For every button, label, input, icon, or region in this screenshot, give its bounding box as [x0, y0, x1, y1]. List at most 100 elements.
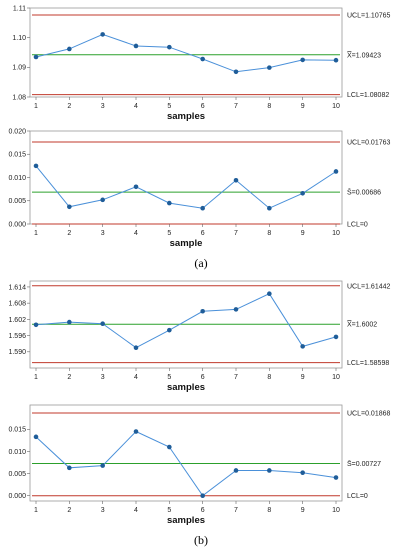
series-line: [35, 165, 337, 209]
y-tick-label: 1.614: [8, 284, 26, 291]
x-axis-label: sample: [170, 238, 203, 249]
data-point: [67, 465, 72, 471]
lcl-label: LCL=0: [347, 493, 368, 500]
x-tick-label: 6: [201, 507, 205, 514]
series-line: [35, 430, 337, 497]
lcl-label: LCL=1.58598: [347, 360, 389, 367]
x-tick-label: 7: [234, 507, 238, 514]
panel-label-b: (b): [194, 533, 208, 547]
charts-layer: 1.08 1.09 1.10 1.11 1 2 3 4 5 6 7 8 9 10 samples UCL=1.…: [8, 5, 390, 526]
data-point: [67, 319, 72, 325]
x-tick-label: 1: [34, 230, 38, 237]
data-point: [133, 43, 139, 49]
y-tick-label: 0.010: [8, 449, 26, 456]
x-tick-label: 1: [34, 507, 38, 514]
x-tick-label: 10: [332, 230, 340, 237]
x-tick-label: 9: [301, 507, 305, 514]
data-point: [33, 434, 39, 440]
data-point: [100, 197, 105, 203]
y-tick-label: 1.08: [12, 94, 26, 101]
x-tick-label: 5: [167, 374, 171, 381]
data-point: [33, 54, 39, 60]
x-tick-label: 2: [67, 374, 71, 381]
x-tick-label: 10: [332, 507, 340, 514]
y-tick-label: 0.005: [8, 198, 26, 205]
y-tick-label: 1.09: [12, 65, 26, 72]
center-line-label: S̄=0.00727: [347, 460, 381, 468]
data-point: [333, 57, 339, 63]
data-point: [167, 200, 172, 206]
x-tick-label: 2: [67, 507, 71, 514]
data-point: [100, 463, 105, 468]
data-point: [167, 44, 172, 50]
control-chart-1: 1.08 1.09 1.10 1.11 1 2 3 4 5 6 7 8 9 10 samples UCL=1.…: [12, 5, 390, 122]
ucl-label: UCL=1.10765: [347, 12, 391, 19]
data-point: [100, 321, 105, 326]
x-tick-label: 8: [267, 103, 271, 110]
x-tick-label: 3: [101, 103, 105, 110]
y-tick-label: 0.015: [8, 427, 26, 434]
ucl-label: UCL=0.01763: [347, 140, 391, 147]
plot-frame: [29, 7, 343, 98]
data-point: [300, 57, 305, 63]
x-axis-label: samples: [167, 515, 205, 526]
x-tick-label: 9: [301, 103, 305, 110]
data-point: [233, 69, 239, 75]
y-tick-label: 1.10: [12, 35, 26, 42]
data-point: [333, 169, 339, 174]
y-tick-label: 1.590: [8, 349, 26, 356]
x-tick-label: 6: [201, 374, 205, 381]
control-chart-2: 0.000 0.005 0.010 0.015 0.020 1 2 3 4 5 6 7 8 9 10 samp…: [8, 128, 390, 249]
y-tick-label: 1.602: [8, 317, 26, 324]
lcl-label: LCL=0: [347, 222, 368, 229]
x-tick-label: 2: [67, 230, 71, 237]
data-point: [200, 308, 205, 314]
data-point: [67, 46, 72, 52]
plot-frame: [29, 130, 343, 225]
data-point: [300, 191, 305, 196]
x-tick-label: 3: [101, 374, 105, 381]
y-tick-label: 0.010: [8, 175, 26, 182]
center-line-label: X̿=1.09423: [346, 50, 381, 59]
y-tick-label: 0.005: [8, 471, 26, 478]
x-tick-label: 4: [134, 103, 138, 110]
y-tick-label: 0.020: [8, 128, 26, 135]
data-point: [333, 475, 339, 480]
x-tick-label: 2: [67, 103, 71, 110]
x-tick-label: 7: [234, 103, 238, 110]
data-point: [267, 291, 272, 296]
y-tick-label: 1.596: [8, 333, 26, 340]
data-point: [167, 327, 172, 333]
x-tick-label: 6: [201, 230, 205, 237]
y-tick-label: 0.015: [8, 152, 26, 159]
data-point: [267, 468, 272, 473]
data-point: [333, 334, 339, 340]
data-point: [233, 307, 239, 312]
data-point: [200, 205, 205, 211]
ucl-label: UCL=0.01868: [347, 411, 391, 418]
x-tick-label: 7: [234, 374, 238, 381]
series-line: [35, 293, 337, 349]
x-tick-label: 3: [101, 230, 105, 237]
data-point: [33, 163, 39, 169]
panel-label-a: (a): [194, 256, 207, 270]
data-point: [67, 204, 72, 210]
plot-frame: [29, 280, 343, 369]
x-tick-label: 4: [134, 230, 138, 237]
x-tick-label: 8: [267, 230, 271, 237]
data-point: [300, 470, 305, 475]
lcl-label: LCL=1.08082: [347, 92, 389, 99]
x-tick-label: 5: [167, 507, 171, 514]
x-tick-label: 6: [201, 103, 205, 110]
data-point: [167, 444, 172, 450]
data-point: [133, 184, 139, 190]
center-line-label: S̄=0.00686: [347, 189, 381, 197]
control-chart-3: 1.590 1.596 1.602 1.608 1.614 1 2 3 4 5 6 7 8 9 10 samp…: [8, 280, 391, 393]
y-tick-label: 1.11: [13, 5, 26, 12]
x-tick-label: 7: [234, 230, 238, 237]
data-point: [200, 493, 205, 498]
plot-frame: [29, 404, 343, 502]
data-point: [100, 32, 105, 37]
x-axis-label: samples: [167, 111, 205, 122]
